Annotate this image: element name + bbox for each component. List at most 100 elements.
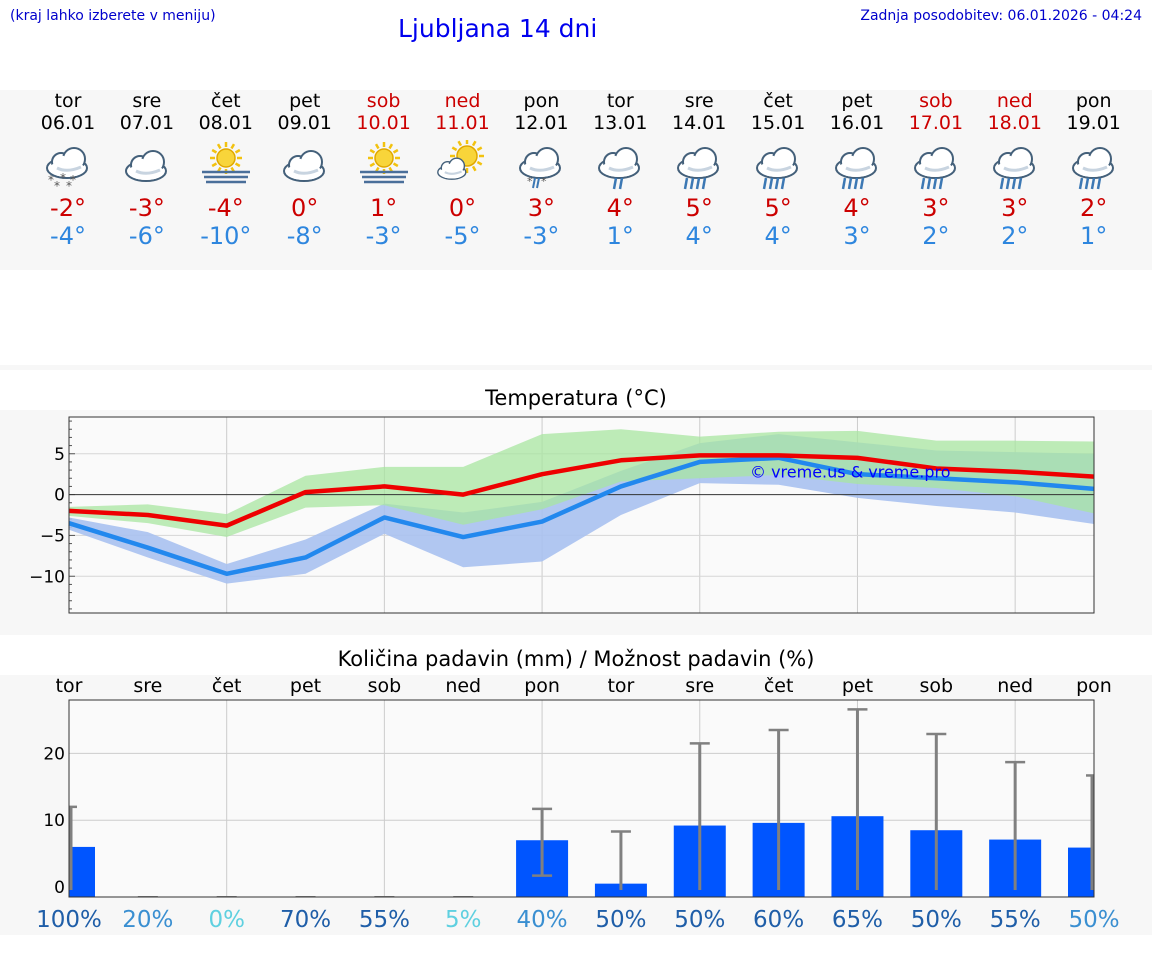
temp-max: 5° xyxy=(764,194,792,222)
cloud-icon xyxy=(275,140,335,192)
day-name: ned xyxy=(444,90,481,112)
day-forecast: ned 18.01 3° 2° xyxy=(975,90,1055,250)
cloud-heavy-rain-icon xyxy=(748,140,808,192)
day-date: 12.01 xyxy=(514,112,569,134)
page-title: Ljubljana 14 dni xyxy=(398,14,598,43)
temp-max: 3° xyxy=(527,194,556,222)
temp-max: 1° xyxy=(369,194,398,222)
precip-probability: 50% xyxy=(595,907,646,933)
day-date: 16.01 xyxy=(829,112,885,134)
day-forecast: čet 15.01 5° 4° xyxy=(738,90,818,250)
precip-probability: 55% xyxy=(359,907,410,933)
temperature-chart: 5 0 −5 −10 © vreme.us & vreme.pro xyxy=(29,416,1095,614)
cloud-heavy-rain-icon xyxy=(827,140,887,192)
cloud-snow-icon: * * * * * xyxy=(38,140,98,193)
x-day-label: čet xyxy=(764,675,794,697)
day-date: 19.01 xyxy=(1066,112,1121,134)
precip-probability: 50% xyxy=(1068,907,1119,933)
svg-text:*: * xyxy=(60,171,66,185)
temp-plot-frame xyxy=(68,416,1095,614)
temp-min: -5° xyxy=(444,222,481,250)
temp-max: 4° xyxy=(843,194,871,222)
temp-max: 3° xyxy=(1001,194,1029,222)
location-hint: (kraj lahko izberete v meniju) xyxy=(10,8,216,24)
day-date: 14.01 xyxy=(671,112,727,134)
temp-min: 3° xyxy=(843,222,871,250)
x-day-label: sob xyxy=(920,675,954,697)
day-date: 17.01 xyxy=(908,112,964,134)
temp-min: -8° xyxy=(286,222,323,250)
y-tick-label: −5 xyxy=(40,526,65,546)
temp-min: 1° xyxy=(1080,222,1108,250)
day-name: sre xyxy=(132,90,162,112)
svg-text:*: * xyxy=(527,175,533,188)
precip-bar xyxy=(594,883,647,897)
svg-text:*: * xyxy=(70,173,76,187)
y-tick-label: 0 xyxy=(54,878,65,898)
temp-min: -10° xyxy=(200,222,252,250)
day-name: sre xyxy=(684,90,714,112)
day-date: 09.01 xyxy=(277,112,332,134)
sun-fog-icon xyxy=(354,140,414,192)
day-date: 13.01 xyxy=(593,112,648,134)
x-day-label: pet xyxy=(842,675,873,697)
cloud-heavy-rain-icon xyxy=(669,140,729,192)
temp-max: -3° xyxy=(128,194,165,222)
day-name: čet xyxy=(763,90,793,112)
day-forecast: sre 07.01 -3° -6° xyxy=(107,90,187,250)
temp-max: -4° xyxy=(207,194,244,222)
day-forecast: sob 10.01 1° -3° xyxy=(344,90,424,250)
cloud-heavy-rain-icon xyxy=(1064,140,1124,192)
day-date: 15.01 xyxy=(750,112,806,134)
svg-text:*: * xyxy=(66,179,72,192)
precip-probability: 20% xyxy=(122,907,173,933)
min-temp-line xyxy=(68,455,1095,577)
temp-min: 4° xyxy=(685,222,713,250)
temp-chart-title: Temperatura (°C) xyxy=(485,386,667,410)
sun-fog-icon xyxy=(196,140,256,192)
day-name: pon xyxy=(523,90,560,112)
temp-min: 1° xyxy=(606,222,634,250)
day-forecast: pet 16.01 4° 3° xyxy=(817,90,897,250)
precip-probability: 60% xyxy=(753,907,804,933)
day-date: 10.01 xyxy=(356,112,411,134)
x-day-label: pon xyxy=(524,675,560,697)
precip-bar xyxy=(69,846,95,897)
svg-text:*: * xyxy=(54,179,60,192)
max-temp-line xyxy=(68,453,1095,528)
x-day-label: ned xyxy=(445,675,481,697)
cloud-heavy-rain-icon xyxy=(985,140,1045,192)
y-tick-label: 0 xyxy=(54,486,65,506)
precip-probability: 70% xyxy=(280,907,331,933)
day-forecast: ned 11.01 0° -5° xyxy=(423,90,503,250)
day-name: sob xyxy=(919,90,953,112)
sun-cloud-icon xyxy=(433,139,493,192)
temp-min: -3° xyxy=(523,222,560,250)
cloud-sleet-icon: * * xyxy=(511,140,571,192)
y-tick-label: 20 xyxy=(43,744,65,764)
y-tick-label: 10 xyxy=(43,811,65,831)
cloud-rain-icon xyxy=(590,140,650,192)
svg-text:*: * xyxy=(48,173,54,187)
day-date: 11.01 xyxy=(435,112,490,134)
precip-plot-frame xyxy=(68,699,1095,898)
x-day-label: sob xyxy=(368,675,402,697)
temp-min: -3° xyxy=(365,222,402,250)
x-day-label: tor xyxy=(56,675,83,697)
temp-min: 2° xyxy=(922,222,950,250)
day-forecast: tor 13.01 4° 1° xyxy=(580,90,660,250)
day-name: tor xyxy=(54,90,82,112)
x-day-label: tor xyxy=(607,675,634,697)
temp-max: 0° xyxy=(291,194,319,222)
precipitation-chart: tor sre čet pet sob ned pon tor sre čet pet sob ned p… xyxy=(36,675,1119,933)
day-name: čet xyxy=(211,90,241,112)
y-tick-label: −10 xyxy=(29,567,65,587)
precip-probability: 55% xyxy=(990,907,1041,933)
precip-chart-title: Količina padavin (mm) / Možnost padavin … xyxy=(337,647,815,671)
svg-text:*: * xyxy=(541,175,547,188)
day-forecast: tor 06.01 * * * * * -2° -4° xyxy=(28,90,108,250)
day-forecast: pon 12.01 * * 3° -3° xyxy=(501,90,581,250)
temp-max: 0° xyxy=(448,194,477,222)
day-name: tor xyxy=(606,90,634,112)
precip-probability: 50% xyxy=(911,907,962,933)
